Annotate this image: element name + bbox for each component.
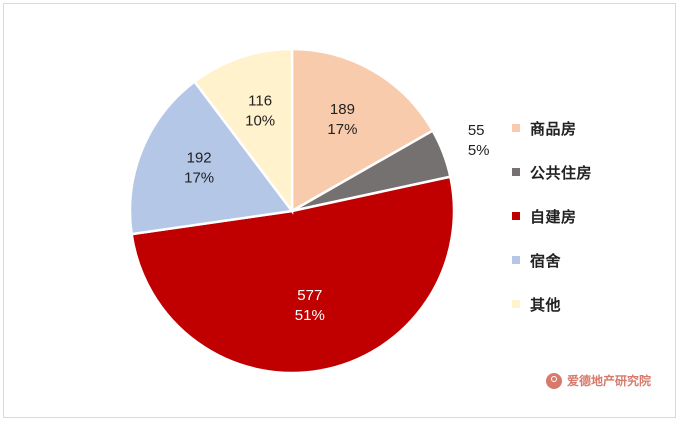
legend-swatch <box>512 256 520 264</box>
legend-label: 公共住房 <box>530 163 593 182</box>
legend-swatch <box>512 168 520 176</box>
person-circle-icon <box>546 372 562 389</box>
slice-value-label-4: 192 <box>187 150 212 167</box>
legend-item-2: 公共住房 <box>512 150 592 194</box>
slice-percent-label-2: 5% <box>468 142 490 159</box>
legend-swatch <box>512 124 520 132</box>
pie-slice-4 <box>128 79 295 236</box>
watermark-text: 爱德地产研究院 <box>567 374 652 388</box>
slice-percent-label-5: 10% <box>245 113 275 130</box>
legend: 商品房公共住房自建房宿舍其他 <box>512 106 592 326</box>
legend-item-5: 其他 <box>512 282 592 326</box>
legend-label: 自建房 <box>530 207 577 226</box>
pie-slice-3 <box>130 175 456 375</box>
pie-slice-5 <box>192 47 294 215</box>
legend-item-3: 自建房 <box>512 194 592 238</box>
slice-percent-label-3: 51% <box>295 307 325 324</box>
slice-value-label-1: 189 <box>330 101 355 118</box>
legend-swatch <box>512 212 520 220</box>
legend-label: 其他 <box>530 295 562 314</box>
legend-label: 商品房 <box>530 119 577 138</box>
legend-swatch <box>512 300 520 308</box>
legend-item-1: 商品房 <box>512 106 592 150</box>
slice-value-label-5: 116 <box>248 93 272 110</box>
slice-value-label-3: 577 <box>297 287 322 304</box>
pie-slice-1 <box>290 47 435 214</box>
slice-percent-label-4: 17% <box>184 170 214 187</box>
watermark: 爱德地产研究院 <box>546 372 651 389</box>
legend-label: 宿舍 <box>530 251 562 270</box>
slice-percent-label-1: 17% <box>327 121 357 138</box>
slice-value-label-2: 55 <box>468 122 485 139</box>
legend-item-4: 宿舍 <box>512 238 592 282</box>
